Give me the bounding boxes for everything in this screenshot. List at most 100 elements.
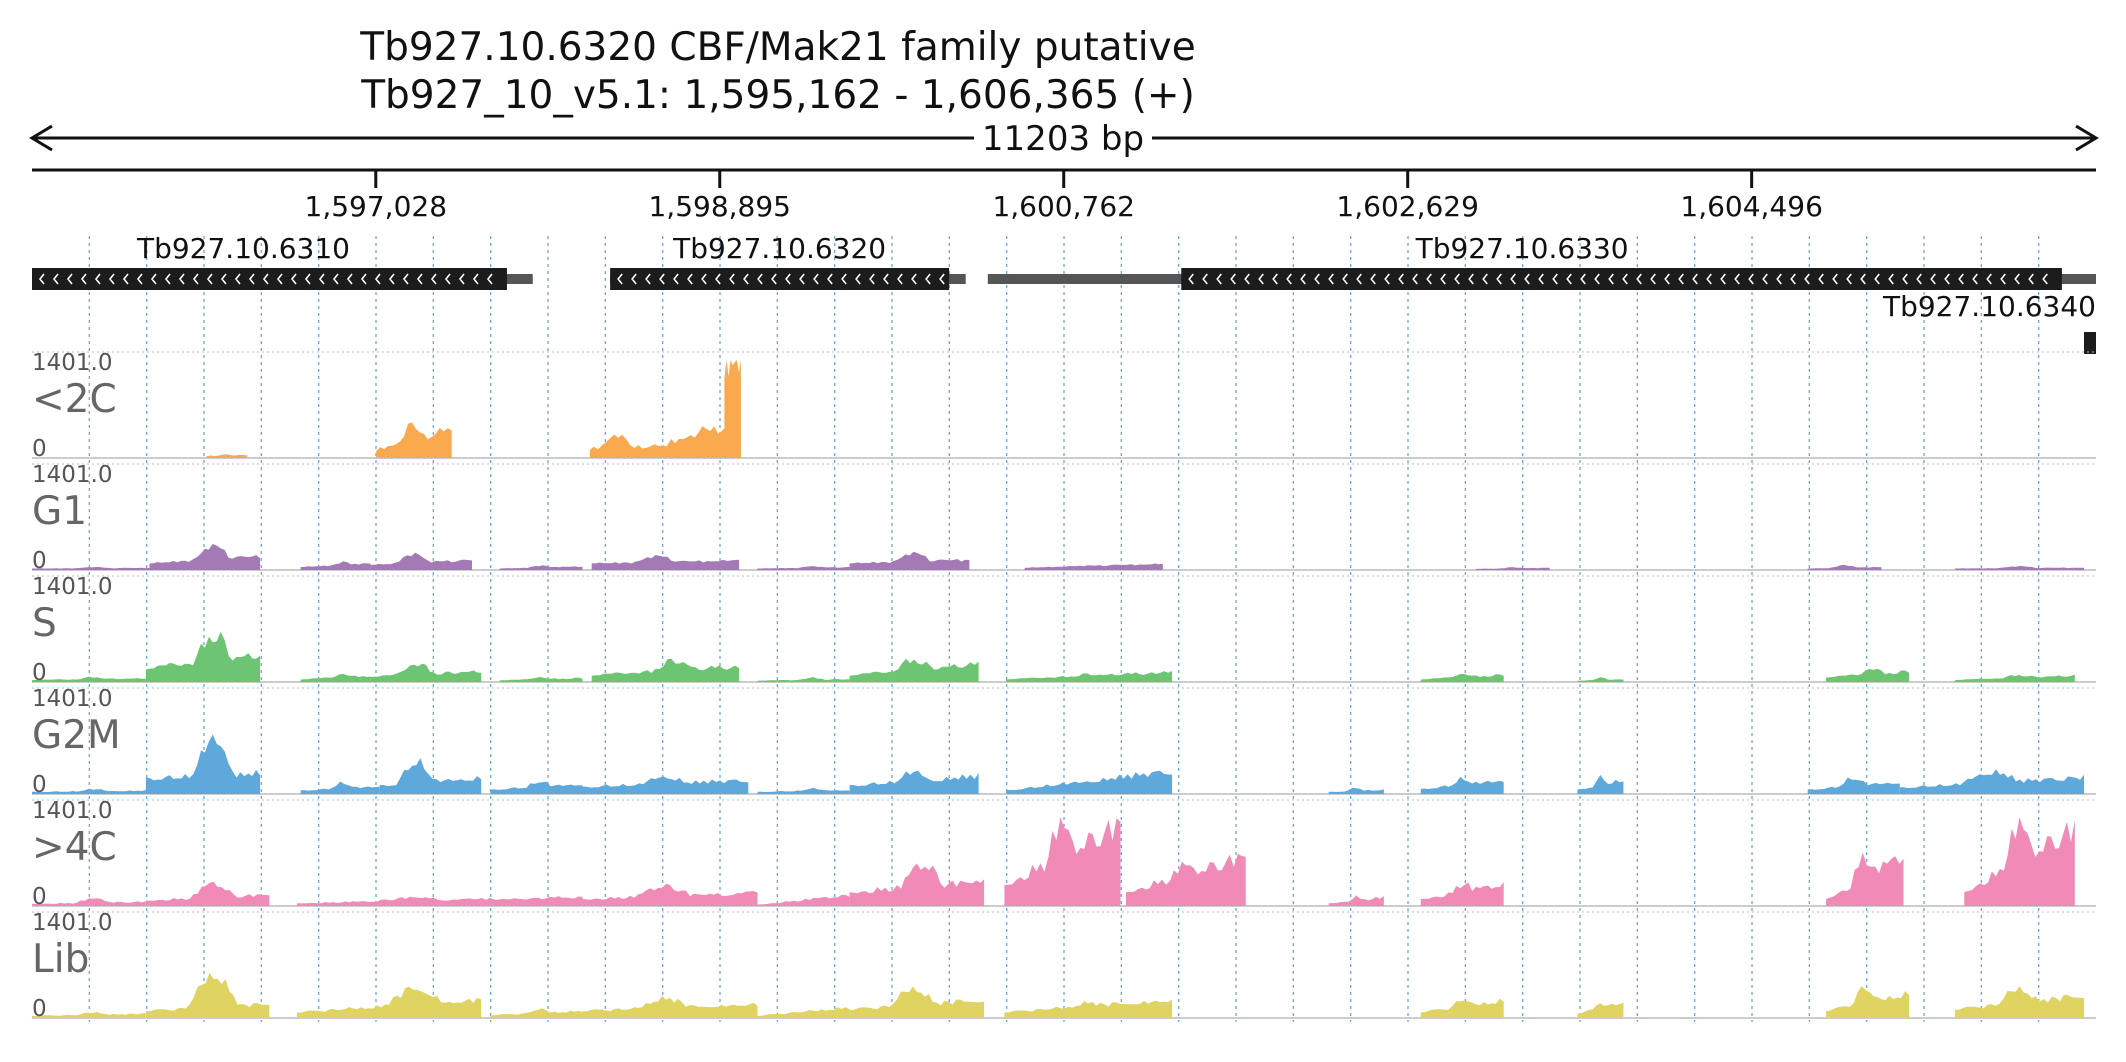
track-name-label: Lib	[32, 937, 89, 982]
coverage-area	[1826, 852, 1904, 906]
track-max-label: 1401.0	[32, 350, 112, 376]
track-min-label: 0	[32, 436, 47, 462]
coverage-area	[32, 788, 146, 794]
gene-strand-chevrons	[38, 273, 493, 285]
coverage-area	[582, 776, 749, 794]
x-axis-ticks: 1,597,028 1,598,895 1,600,762 1,602,629 1,60…	[305, 170, 1823, 223]
coverage-area	[849, 863, 985, 906]
coverage-area	[145, 972, 270, 1018]
track-name-label: <2C	[32, 377, 117, 422]
track-min-label: 0	[32, 884, 47, 910]
coverage-area	[149, 543, 261, 570]
coverage-track: 1401.0>4C 0	[32, 798, 2096, 910]
coverage-area	[1328, 787, 1384, 794]
coverage-area	[1955, 986, 2085, 1018]
x-tick-label: 1,597,028	[305, 190, 448, 223]
coverage-area	[1006, 671, 1173, 682]
coverage-area	[145, 734, 261, 794]
gene-strand-chevrons	[617, 273, 945, 285]
track-max-label: 1401.0	[32, 462, 112, 488]
coverage-area	[379, 758, 482, 794]
coverage-area	[849, 986, 985, 1018]
coverage-area	[32, 676, 146, 682]
x-tick-label: 1,602,629	[1336, 190, 1479, 223]
coverage-area	[490, 1008, 583, 1018]
grid-lines	[88, 236, 2040, 1022]
coverage-area	[376, 422, 452, 458]
x-tick-label: 1,604,496	[1680, 190, 1823, 223]
coverage-area	[1420, 998, 1504, 1018]
coverage-area	[757, 677, 850, 682]
coverage-area	[32, 566, 150, 570]
coverage-area	[490, 781, 583, 794]
coverage-area	[206, 454, 248, 458]
coverage-area	[1328, 895, 1384, 906]
track-name-label: S	[32, 601, 57, 646]
coverage-area	[724, 360, 741, 458]
coverage-area	[582, 995, 758, 1018]
coverage-area	[1807, 777, 1900, 794]
coverage-area	[1807, 564, 1882, 570]
coverage-area	[1955, 674, 2075, 682]
track-name-label: G2M	[32, 713, 121, 758]
coverage-area	[300, 781, 380, 794]
gene-feature[interactable]	[32, 268, 507, 290]
coverage-area	[1024, 563, 1163, 570]
coverage-area	[1577, 775, 1624, 794]
gene-feature[interactable]	[2084, 332, 2096, 354]
coverage-track: 1401.0S 0	[32, 574, 2096, 686]
track-max-label: 1401.0	[32, 574, 112, 600]
coverage-area	[1006, 770, 1173, 794]
gene-label: Tb927.10.6320	[672, 232, 886, 265]
track-min-label: 0	[32, 772, 47, 798]
track-name-label: G1	[32, 489, 87, 534]
coverage-area	[370, 663, 482, 682]
track-max-label: 1401.0	[32, 910, 112, 936]
coverage-tracks: 1401.0<2C01401.0G101401.0S01401.0G2M0140…	[32, 350, 2096, 1022]
coverage-area	[499, 565, 583, 570]
coverage-area	[1420, 776, 1504, 794]
coverage-area	[757, 566, 850, 570]
coverage-track: 1401.0G1 0	[32, 462, 2096, 574]
coverage-area	[1420, 673, 1504, 682]
track-min-label: 0	[32, 996, 47, 1022]
coverage-area	[1125, 853, 1246, 906]
coverage-area	[1577, 677, 1624, 682]
gene-label: Tb927.10.6310	[136, 232, 350, 265]
track-min-label: 0	[32, 660, 47, 686]
coverage-area	[1004, 817, 1121, 906]
coverage-area	[300, 561, 371, 570]
gene-label: Tb927.10.6340	[1882, 290, 2096, 323]
gene-annotation-track: Tb927.10.6310 Tb927.10.6320 Tb927.10.6330 T…	[32, 232, 2096, 354]
track-min-label: 0	[32, 548, 47, 574]
chart-title: Tb927.10.6320 CBF/Mak21 family putative	[359, 25, 1195, 70]
gene-feature[interactable]	[1181, 268, 2062, 290]
span-arrow-right-head	[2075, 124, 2099, 152]
coverage-area	[1826, 986, 1910, 1018]
coverage-area	[499, 677, 583, 682]
coverage-area	[1420, 882, 1504, 906]
x-tick-label: 1,598,895	[648, 190, 791, 223]
coverage-area	[1826, 668, 1910, 682]
track-max-label: 1401.0	[32, 686, 112, 712]
coverage-area	[667, 420, 730, 458]
coverage-area	[849, 658, 979, 682]
gene-strand-chevrons	[1188, 273, 2048, 285]
coverage-area	[300, 674, 371, 682]
coverage-area	[1004, 999, 1173, 1018]
coverage-track: 1401.0<2C 0	[32, 350, 2096, 462]
coverage-area	[145, 631, 261, 682]
gene-label: Tb927.10.6330	[1415, 232, 1629, 265]
coverage-area	[1476, 567, 1550, 570]
span-length-label: 11203 bp	[982, 119, 1144, 159]
coverage-area	[582, 883, 758, 906]
coverage-area	[1577, 1002, 1624, 1018]
gene-feature[interactable]	[610, 268, 950, 290]
coverage-area	[1964, 817, 2075, 906]
coverage-area	[370, 552, 472, 570]
coverage-area	[849, 770, 979, 794]
coverage-area	[145, 881, 270, 906]
